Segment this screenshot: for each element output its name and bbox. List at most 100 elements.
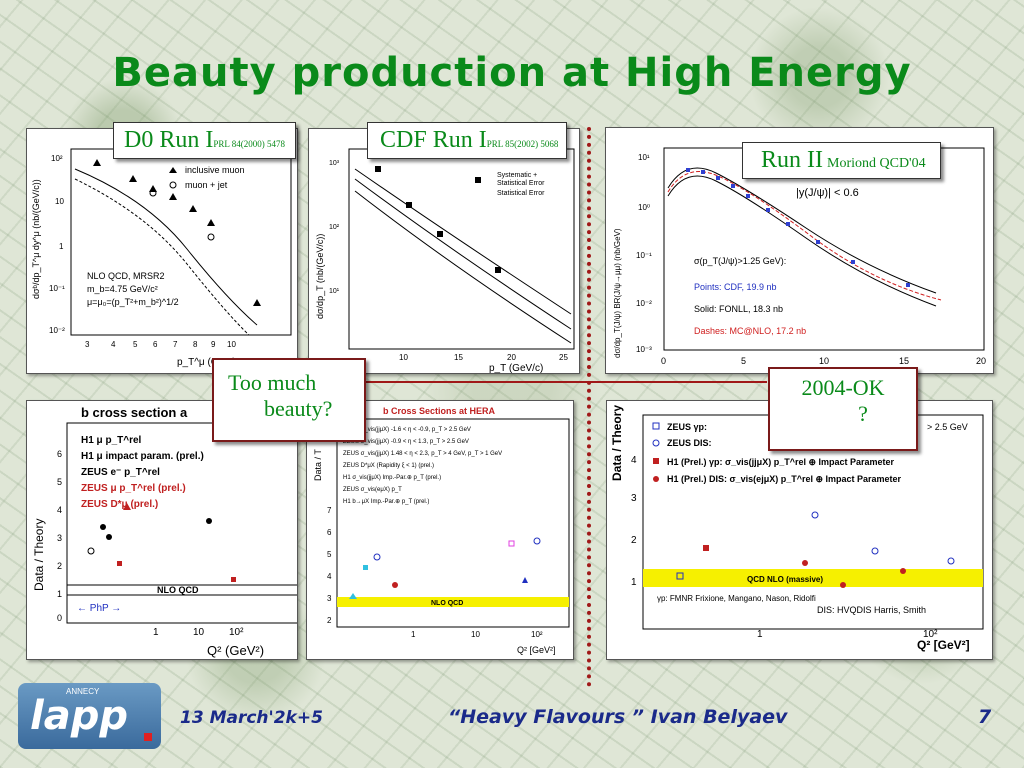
d0-point (253, 299, 261, 306)
hera3-point (840, 582, 846, 588)
hera1-point (123, 503, 131, 510)
run2-point (731, 184, 735, 188)
logo-main-text: lapp (30, 693, 128, 739)
hera1-point (106, 534, 112, 540)
d0-xtick: 5 (133, 340, 138, 349)
slide-title: Beauty production at High Energy (112, 50, 912, 96)
d0-xtick: 10 (227, 340, 236, 349)
hera3-point (947, 557, 955, 565)
hera3-data-points (676, 511, 955, 588)
cdf-xtick: 10 (399, 353, 408, 362)
hera1-plot: b cross section a Data / Theory Q² (GeV²… (32, 405, 308, 658)
hera1-ytick: 2 (57, 561, 62, 571)
d0-point (207, 219, 215, 226)
hera2-ytick: 3 (327, 594, 332, 603)
d0-point (93, 159, 101, 166)
d0-theory-text: NLO QCD, MRSR2 (87, 271, 165, 281)
ok-line-2: ? (858, 401, 868, 426)
hera3-legend-marker (653, 476, 659, 482)
cdf-point (406, 202, 412, 208)
hera2-point (363, 565, 368, 570)
hera2-plot-panel: b Cross Sections at HERA Data / T Q² [Ge… (306, 400, 574, 660)
hera3-dis-ref: DIS: HVQDIS Harris, Smith (817, 605, 926, 615)
d0-point (129, 175, 137, 182)
hera2-nlo-band (337, 597, 569, 607)
hera2-legend-item: H1 σ_vis(jjμX) Imp.-Par.⊕ p_T (prel.) (343, 475, 441, 481)
cdf-label-ref: PRL 85(2002) 5068 (486, 139, 559, 149)
hera2-yaxis-label: Data / T (313, 449, 323, 481)
hera2-point (349, 593, 357, 599)
cdf-axes-frame (348, 148, 575, 350)
d0-xtick: 9 (211, 340, 216, 349)
run2-point (786, 222, 790, 226)
run2-xtick: 20 (976, 356, 986, 366)
footer-talk: “Heavy Flavours ” Ivan Belyaev (448, 706, 788, 728)
note-line-2: beauty? (264, 396, 333, 421)
hera1-xtick: 1 (153, 627, 159, 638)
hera1-ytick: 0 (57, 613, 62, 623)
hera3-point (703, 545, 709, 551)
hera1-legend-item: ZEUS e⁻ p_T^rel (81, 467, 160, 478)
hera2-point (373, 553, 381, 561)
hera1-band-label: NLO QCD (157, 585, 199, 595)
run2-sigma-text: σ(p_T(J/ψ)>1.25 GeV): (694, 256, 786, 266)
cdf-label-name: CDF Run I (380, 127, 487, 153)
d0-legend-item: muon + jet (185, 180, 228, 190)
logo-annecy-text: ANNECY (66, 687, 100, 696)
run2-point (816, 240, 820, 244)
hera2-ytick: 7 (327, 506, 332, 515)
d0-point (207, 233, 215, 241)
d0-ytick: 10⁻² (49, 326, 65, 335)
cdf-legend-item: Statistical Error (497, 190, 545, 197)
cdf-xaxis-label: p_T (GeV/c) (489, 363, 543, 373)
run2-label-ref: Moriond QCD'04 (827, 156, 926, 171)
too-much-beauty-note: Too much beauty? (212, 358, 366, 442)
hera1-legend: H1 μ p_T^rel H1 μ impact param. (prel.) … (81, 435, 204, 510)
hera1-plot-panel: b cross section a Data / Theory Q² (GeV²… (26, 400, 308, 660)
run2-xtick: 10 (819, 356, 829, 366)
hera2-legend-item: ZEUS σ_vis(eμX) p_T (343, 487, 402, 493)
footer-date: 13 March'2k+5 (180, 708, 323, 728)
hera3-ytick: 1 (631, 577, 637, 588)
hera2-axes-frame (336, 418, 570, 628)
hera3-xticks: 1 10² (757, 629, 938, 640)
hera2-xtick: 10 (471, 630, 480, 639)
hera1-point (206, 518, 212, 524)
cdf-yaxis-label: dσ/dp_T (nb/(GeV/c)) (315, 234, 325, 319)
hera3-point (871, 547, 879, 555)
hera3-legend-item: H1 (Prel.) DIS: σ_vis(ejμX) p_T^rel ⊕ Im… (667, 474, 902, 484)
run2-point (701, 170, 705, 174)
run2-rapidity: |y(J/ψ)| < 0.6 (796, 187, 859, 199)
run2-point (686, 168, 690, 172)
hera3-legend-item: ZEUS γp: (667, 422, 707, 432)
hera1-title: b cross section a (81, 405, 188, 420)
d0-xticks: 3 4 5 6 7 8 9 10 (85, 340, 236, 349)
hera2-xtick: 1 (411, 630, 416, 639)
cdf-point (375, 166, 381, 172)
hera3-point (676, 572, 684, 580)
run2-label: Run II Moriond QCD'04 (742, 142, 941, 179)
d0-label-name: D0 Run I (124, 127, 214, 153)
hera2-xaxis-label: Q² [GeV²] (517, 645, 556, 655)
logo-red-square (144, 733, 152, 741)
hera2-legend: ZEUS σ_vis(jjμX) -1.6 < η < -0.9, p_T > … (343, 427, 502, 505)
hera3-band-label: QCD NLO (massive) (747, 575, 823, 584)
cdf-plot-panel: dσ/dp_T (nb/(GeV/c)) p_T (GeV/c) 10 15 2… (308, 128, 580, 374)
d0-theory-text: μ=μ₀=(p_T²+m_b²)^1/2 (87, 297, 179, 307)
cdf-point (495, 267, 501, 273)
hera1-ytick: 6 (57, 449, 62, 459)
d0-ytick: 10 (55, 197, 64, 206)
run2-xtick: 15 (899, 356, 909, 366)
connector-arrow (362, 381, 767, 383)
hera3-legend-marker (653, 458, 659, 464)
run2-yticks: 10¹ 10⁰ 10⁻¹ 10⁻² 10⁻³ (636, 153, 652, 354)
d0-xtick: 3 (85, 340, 90, 349)
d0-label-ref: PRL 84(2000) 5478 (213, 139, 286, 149)
run2-data-points (686, 168, 910, 287)
run2-point (746, 194, 750, 198)
d0-yticks: 10² 10 1 10⁻¹ 10⁻² (49, 154, 65, 335)
hera3-legend-item: H1 (Prel.) γp: σ_vis(jjμX) p_T^rel ⊕ Imp… (667, 457, 895, 467)
d0-ytick: 10² (51, 154, 63, 163)
run2-fonll-curve (667, 167, 937, 294)
hera1-xtick: 10 (193, 627, 205, 638)
